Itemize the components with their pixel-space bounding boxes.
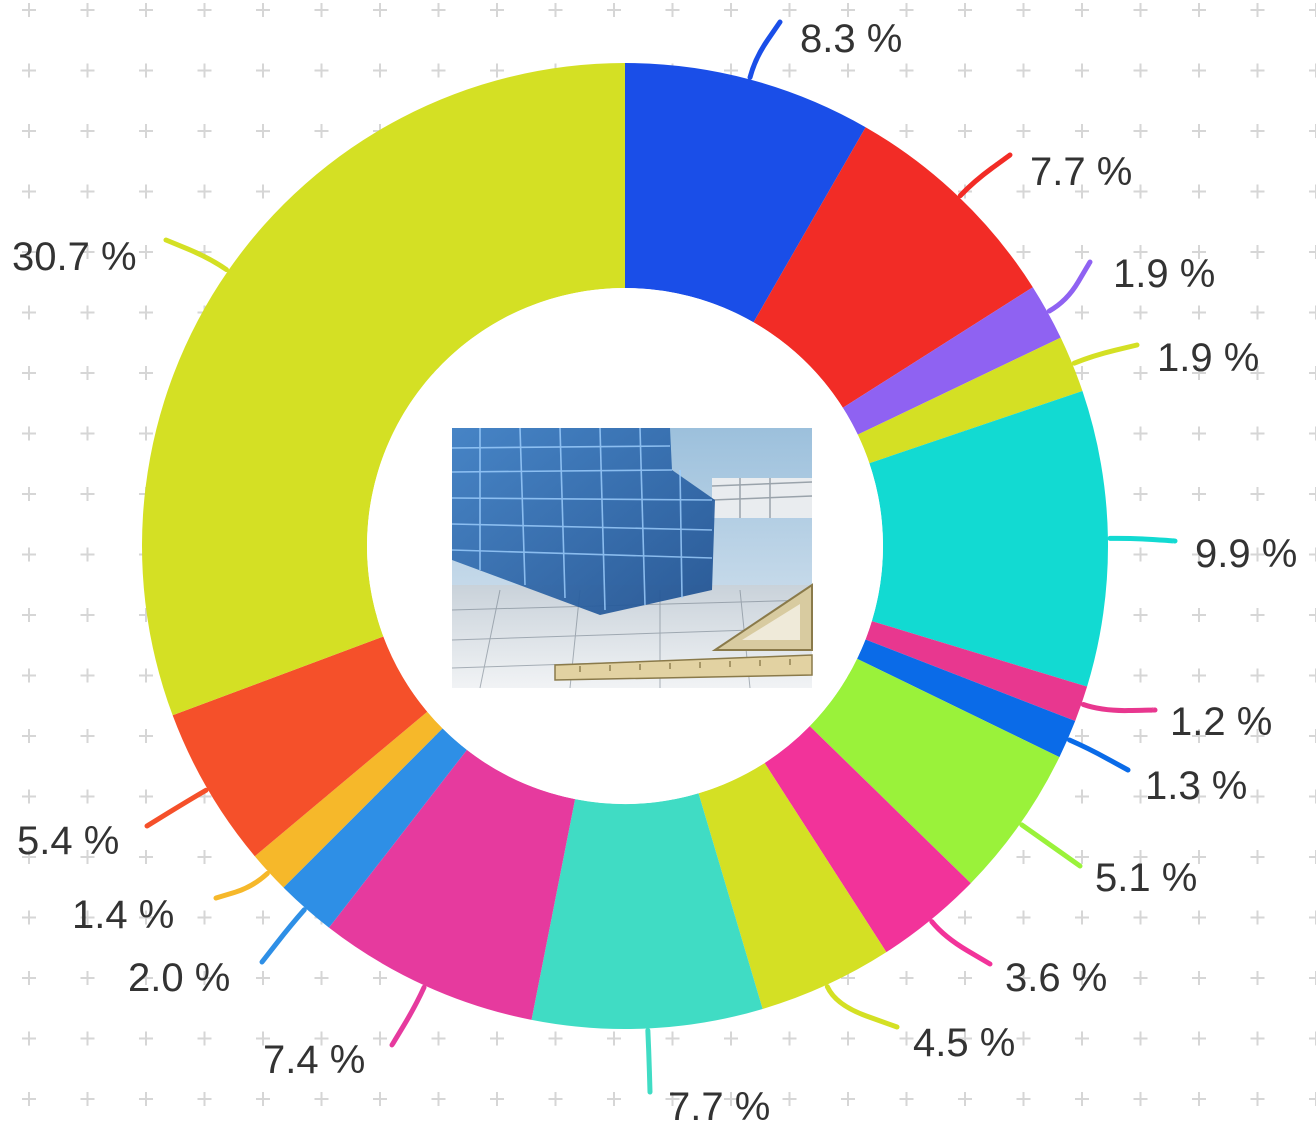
leader-line — [747, 19, 783, 80]
slice-percent-label: 8.3 % — [800, 17, 902, 61]
slice-percent-label: 9.9 % — [1195, 532, 1297, 576]
donut-slice — [764, 726, 971, 953]
donut-slice — [328, 749, 576, 1020]
leader-lines — [144, 19, 1178, 1095]
slice-percent-label: 3.6 % — [1005, 956, 1107, 1000]
slice-percent-label: 2.0 % — [128, 956, 230, 1000]
slice-percent-label: 1.9 % — [1113, 252, 1215, 296]
slice-percent-label: 30.7 % — [12, 235, 137, 279]
slice-percent-label: 7.7 % — [1030, 150, 1132, 194]
slice-percent-label: 1.2 % — [1170, 700, 1272, 744]
donut-slice — [283, 728, 467, 928]
slice-percent-label: 1.9 % — [1157, 336, 1259, 380]
leader-line — [645, 1027, 653, 1095]
leader-line — [213, 871, 270, 901]
donut-slice — [842, 287, 1061, 435]
leader-line — [1046, 259, 1093, 314]
leader-line — [144, 787, 209, 829]
leader-line — [389, 984, 427, 1048]
leader-line — [824, 984, 900, 1030]
slice-percent-label: 7.7 % — [668, 1085, 770, 1126]
donut-slice — [698, 762, 887, 1009]
percent-labels: 8.3 % 7.7 % 1.9 % 1.9 % 9.9 % 1.2 % 1.3 % 5.1 %… — [12, 17, 1297, 1126]
donut-slice — [254, 711, 443, 888]
donut-slice — [625, 63, 866, 323]
donut-slice — [869, 390, 1108, 687]
leader-line — [163, 237, 229, 273]
slice-percent-label: 5.1 % — [1095, 856, 1197, 900]
leader-line — [1071, 342, 1140, 366]
slice-percent-label: 5.4 % — [17, 819, 119, 863]
donut-slice — [865, 621, 1088, 721]
building-blueprint-image — [451, 427, 813, 689]
slice-percent-label: 1.4 % — [72, 893, 174, 937]
donut-slice — [857, 337, 1083, 464]
donut-slice — [142, 63, 625, 716]
leader-line — [957, 152, 1013, 199]
slice-percent-label: 4.5 % — [913, 1021, 1015, 1065]
donut-slice — [531, 793, 763, 1029]
leader-line — [929, 919, 993, 967]
donut-slice — [857, 639, 1076, 758]
leader-line — [1107, 535, 1178, 544]
leader-line — [1080, 702, 1158, 714]
leader-line — [259, 907, 307, 965]
donut-slices — [142, 63, 1108, 1029]
donut-slice — [172, 636, 428, 857]
leader-line — [1067, 737, 1131, 773]
leader-line — [1019, 822, 1083, 869]
donut-slice — [753, 127, 1033, 408]
slice-percent-label: 7.4 % — [263, 1038, 365, 1082]
slice-percent-label: 1.3 % — [1145, 764, 1247, 808]
donut-slice — [809, 658, 1060, 884]
